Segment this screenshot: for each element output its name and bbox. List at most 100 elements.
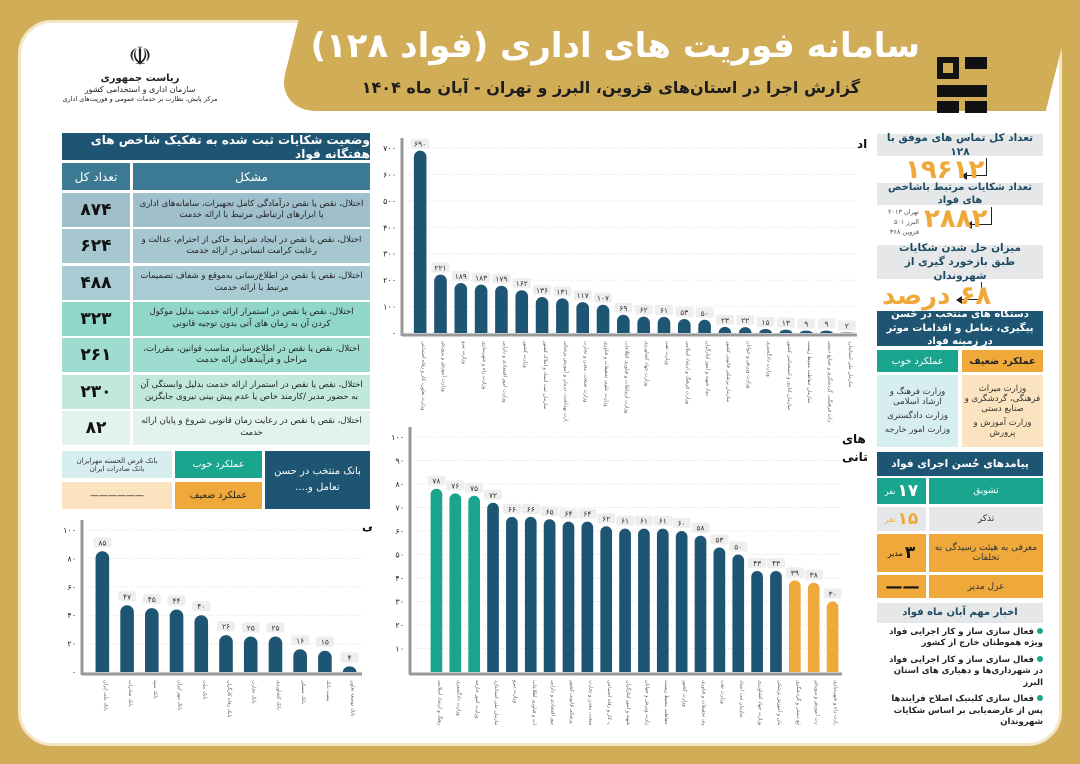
category-label: وزارت صنعت، معدن و تجارت <box>583 341 589 403</box>
bullet-icon <box>1037 695 1043 702</box>
bar <box>713 547 726 672</box>
emblem-line: ریاست جمهوری <box>100 73 180 84</box>
table-row: ۶۲۴ اختلال، نقص یا نقص در ایجاد شرایط حاک… <box>62 229 370 264</box>
y-tick-label: ۷۰۰ <box>383 144 396 153</box>
y-tick-label: ۱۰۰ <box>383 303 396 312</box>
bar <box>677 318 691 333</box>
row-count: ۳۲۳ <box>62 301 130 336</box>
outcome-label: معرفی به هیئت رسیدگی به تخلفات <box>929 534 1043 572</box>
bar <box>524 516 537 672</box>
breakdown-row: تهران ۲۰۱۳ <box>887 208 919 216</box>
data-label: ۶۱ <box>659 517 667 526</box>
data-label: ۵۳ <box>715 535 723 544</box>
y-tick-label: ۶۰ <box>395 527 404 536</box>
data-label-bg <box>502 503 521 514</box>
category-label: وزارت نیرو <box>461 340 467 365</box>
category-label: وزارت تعاون، کار و رفاه اجتماعی <box>606 680 612 725</box>
category-label: وزارت امور اقتصادی و دارایی <box>550 680 556 725</box>
emblem-line: سازمان اداری و استخدامی کشور <box>84 85 196 94</box>
breakdown-row: البرز ۵۰۱ <box>893 217 919 226</box>
data-label: ۱۳۶ <box>536 286 548 295</box>
data-label-bg <box>465 482 484 493</box>
bar <box>495 285 508 333</box>
category-label: سازمان اداری و استخدامی کشور <box>786 340 792 410</box>
data-label-bg <box>594 292 613 303</box>
y-tick-label: ۶۰۰ <box>383 170 396 179</box>
row-count: ۸۷۴ <box>62 193 130 227</box>
data-label: ۴۰ <box>197 602 205 611</box>
y-tick-label: ۳۰۰ <box>383 250 396 259</box>
news-item: فعال سازی کلینیک اصلاح فرایندها پس از عا… <box>891 694 1043 728</box>
news-title: اخبار مهم آبان ماه فواد <box>877 603 1043 623</box>
data-label: ۲۳ <box>721 316 729 325</box>
y-tick-label: ۸۰ <box>395 480 404 489</box>
chart-title: نمودار تعداد شکایات مرتبط با فواد <box>857 137 867 152</box>
bar <box>449 493 462 672</box>
category-label: بانک سپه <box>152 680 158 699</box>
bar <box>694 535 707 672</box>
inspection-indicators-chart: ۱۰ ۲۰ ۳۰ ۴۰ ۵۰ ۶۰ ۷۰ ۸۰ ۹۰ ۱۰۰ ۷۸ وزارت فرهنگ و ارش… <box>391 427 867 725</box>
bank-weak-list: —————— <box>62 482 172 509</box>
bar <box>430 488 443 672</box>
bar <box>562 521 575 672</box>
category-label: سازمان حفاظت محیط زیست <box>806 341 812 403</box>
category-label: وزارت جهاد کشاورزی <box>644 341 650 387</box>
resolve-label: میزان حل شدن شکایات طبق بازخورد گیری از … <box>877 242 1043 282</box>
row-count: ۶۲۴ <box>62 229 130 264</box>
calls-value: ۱۹۶۱۲ <box>905 155 985 185</box>
weak-agency: وزارت آموزش و پرورش <box>973 418 1032 439</box>
bar <box>751 570 763 672</box>
category-label: پست بانک <box>325 680 331 702</box>
data-label-bg <box>266 622 285 633</box>
calls-label: تعداد کل تماس های موفق با ۱۲۸ <box>877 132 1043 158</box>
bar <box>732 554 745 672</box>
bar <box>576 302 590 333</box>
row-count: ۲۳۰ <box>62 374 130 409</box>
category-label: وزارت میراث فرهنگی، صنایع دستی و گردشگری <box>795 680 802 725</box>
category-label: وزارت راه و شهرسازی <box>833 680 839 725</box>
data-label-bg <box>451 271 470 282</box>
outcome-label: عزل مدیر <box>929 575 1043 598</box>
bar <box>820 330 833 333</box>
y-tick-label: ۴۰ <box>67 611 76 620</box>
bar <box>826 601 839 672</box>
table-row: ۲۶۱ اختلال، نقص یا نقص در اطلاع‌رسانی منا… <box>62 338 370 373</box>
outcome-value: —— <box>877 575 926 598</box>
data-label: ۱۶ <box>296 636 304 645</box>
data-label: ۴۴ <box>173 597 181 606</box>
data-label: ۵۰ <box>701 309 709 318</box>
y-tick-label: ۴۰ <box>395 574 404 583</box>
data-label-bg <box>675 306 694 317</box>
province-breakdown: تهران ۲۰۱۳ البرز ۵۰۱ قزوین ۳۶۸ <box>877 208 919 237</box>
category-label: وزارت امور اقتصادی و دارایی <box>501 341 507 403</box>
category-label: سازمان ملی استاندارد <box>493 680 499 725</box>
bar <box>342 666 357 672</box>
data-label: ۷۸ <box>432 477 440 486</box>
data-label: ۹ <box>804 320 808 329</box>
fawad-logo <box>933 55 991 115</box>
category-label: وزارت ورزش و جوانان <box>644 680 650 725</box>
row-count: ۲۶۱ <box>62 338 130 373</box>
y-tick-label: ۲۰ <box>395 621 404 630</box>
data-label-bg <box>553 286 572 297</box>
data-label: ۶۶ <box>527 505 535 514</box>
data-label: ۱۱۷ <box>577 291 589 300</box>
data-label-bg <box>672 518 691 528</box>
data-label-bg <box>691 522 710 533</box>
bar <box>799 330 813 333</box>
selected-agencies-title: دستگاه های منتخب در حُسن پیگیری، تعامل و… <box>877 309 1043 347</box>
bank-good-list: بانک قرض الحسنه مهرایران بانک صادرات ایر… <box>62 451 172 478</box>
outcome-label: تشویق <box>929 478 1043 504</box>
bar <box>169 609 184 672</box>
row-problem: اختلال، نقص یا نقص در رعایت زمان قانونی … <box>133 410 370 445</box>
bar <box>656 528 669 672</box>
category-label: وزارت دادگستری <box>455 680 462 716</box>
data-label: ۴۵ <box>148 595 156 604</box>
data-label: ۶۵ <box>546 507 554 516</box>
data-label: ۶۱ <box>660 306 668 315</box>
good-bank: بانک قرض الحسنه مهرایران <box>76 456 158 465</box>
data-label: ۴۷ <box>123 592 131 601</box>
bar <box>596 304 610 333</box>
data-label: ۷۲ <box>489 491 497 500</box>
data-label-bg <box>634 515 653 526</box>
